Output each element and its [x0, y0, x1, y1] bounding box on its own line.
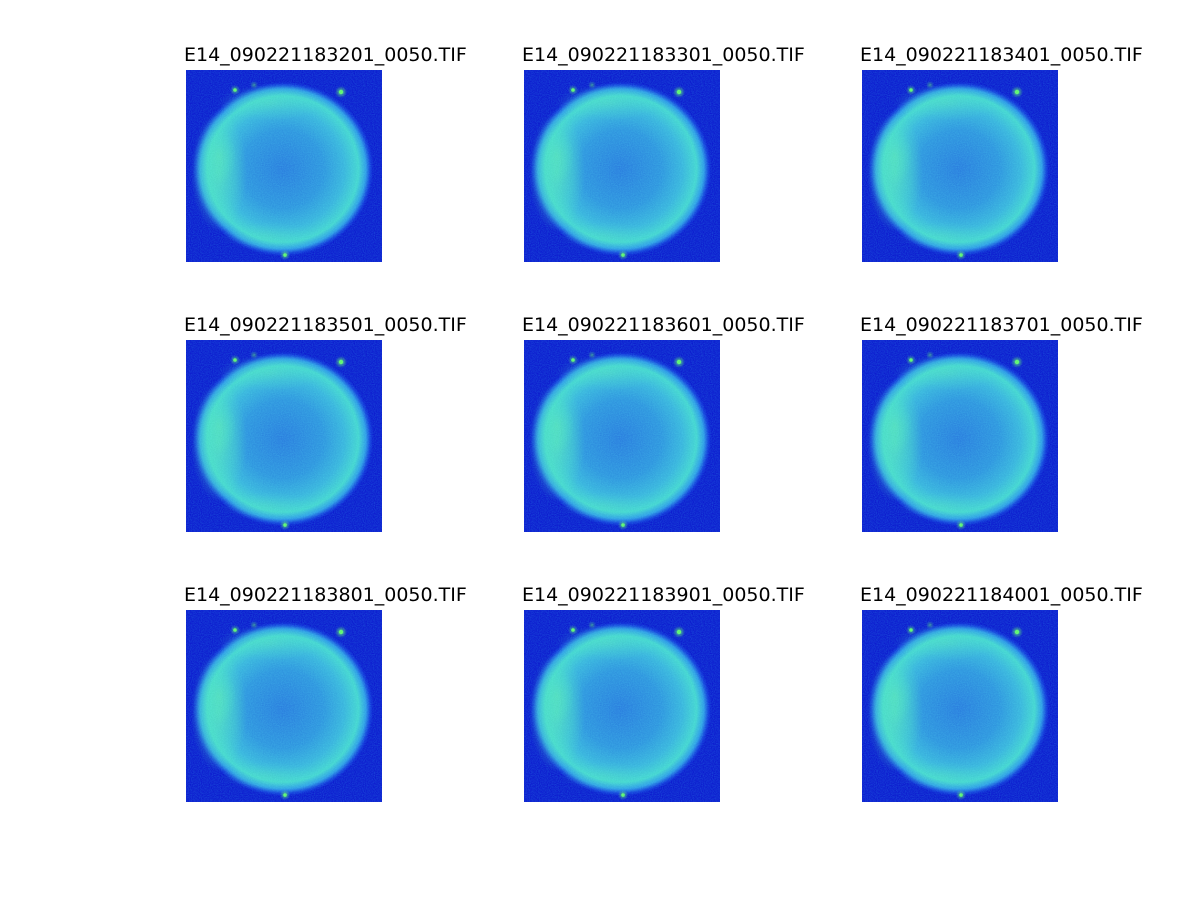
subplot-cell-4: E14_090221183501_0050.TIF: [184, 316, 467, 532]
subplot-title: E14_090221183601_0050.TIF: [522, 314, 805, 336]
tif-frame-image: [862, 70, 1058, 262]
subplot-title: E14_090221183301_0050.TIF: [522, 44, 805, 66]
tif-frame-image: [524, 340, 720, 532]
subplot-cell-5: E14_090221183601_0050.TIF: [522, 316, 805, 532]
subplot-cell-7: E14_090221183801_0050.TIF: [184, 586, 467, 802]
tif-frame-image: [862, 340, 1058, 532]
tif-frame-image: [186, 610, 382, 802]
subplot-cell-6: E14_090221183701_0050.TIF: [860, 316, 1143, 532]
subplot-title: E14_090221183401_0050.TIF: [860, 44, 1143, 66]
tif-frame-image: [524, 610, 720, 802]
subplot-title: E14_090221183201_0050.TIF: [184, 44, 467, 66]
subplot-cell-3: E14_090221183401_0050.TIF: [860, 46, 1143, 262]
subplot-title: E14_090221184001_0050.TIF: [860, 584, 1143, 606]
tif-frame-image: [524, 70, 720, 262]
subplot-title: E14_090221183801_0050.TIF: [184, 584, 467, 606]
tif-frame-image: [186, 340, 382, 532]
subplot-cell-8: E14_090221183901_0050.TIF: [522, 586, 805, 802]
tif-frame-image: [186, 70, 382, 262]
subplot-cell-9: E14_090221184001_0050.TIF: [860, 586, 1143, 802]
tif-frame-image: [862, 610, 1058, 802]
subplot-title: E14_090221183901_0050.TIF: [522, 584, 805, 606]
subplot-title: E14_090221183701_0050.TIF: [860, 314, 1143, 336]
subplot-title: E14_090221183501_0050.TIF: [184, 314, 467, 336]
subplot-cell-2: E14_090221183301_0050.TIF: [522, 46, 805, 262]
subplot-cell-1: E14_090221183201_0050.TIF: [184, 46, 467, 262]
